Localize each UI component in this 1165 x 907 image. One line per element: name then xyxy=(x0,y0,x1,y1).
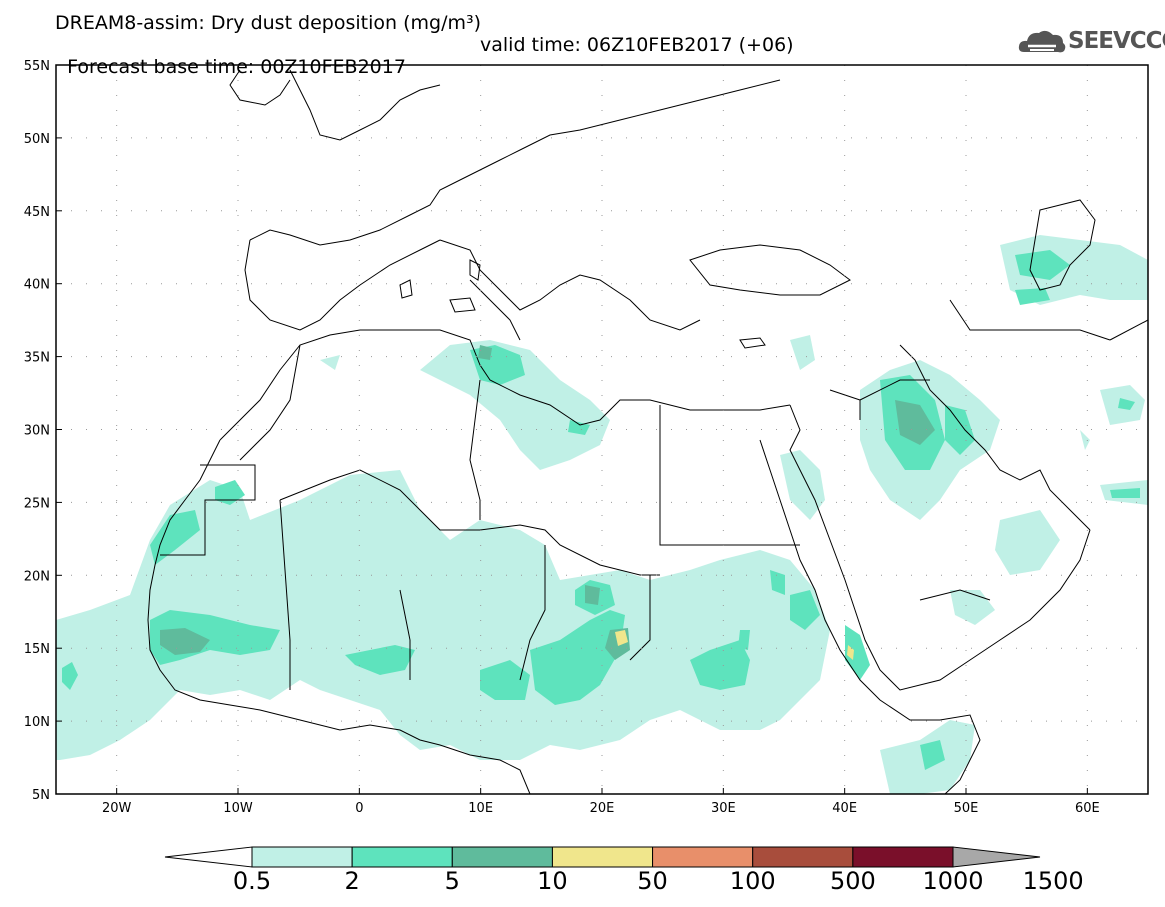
lat-tick-label: 15N xyxy=(24,642,50,657)
colorbar-tick-label: 50 xyxy=(637,867,668,895)
lon-tick-label: 10E xyxy=(468,801,493,816)
colorbar-box xyxy=(852,846,954,868)
longitude-axis: 20W 10W 0 10E 20E 30E 40E 50E 60E xyxy=(102,788,1100,816)
lat-tick-label: 35N xyxy=(24,351,50,366)
lon-tick-label: 60E xyxy=(1075,801,1100,816)
logo-text: SEEVCCC xyxy=(1068,28,1165,54)
colorbar-box xyxy=(752,846,854,868)
map-title: DREAM8-assim: Dry dust deposition (mg/m³… xyxy=(55,12,482,34)
colorbar-tick-label: 0.5 xyxy=(232,867,272,895)
lat-tick-label: 50N xyxy=(24,132,50,147)
lat-tick-label: 45N xyxy=(24,205,50,220)
colorbar-min-triangle xyxy=(164,846,253,868)
lon-tick-label: 0 xyxy=(355,801,363,816)
lon-tick-label: 20E xyxy=(590,801,615,816)
colorbar-box xyxy=(652,846,754,868)
lon-tick-label: 30E xyxy=(711,801,736,816)
dust-deposition-field xyxy=(56,235,1148,794)
colorbar-tick-label: 100 xyxy=(729,867,776,895)
colorbar-box xyxy=(351,846,453,868)
lat-tick-label: 10N xyxy=(24,715,50,730)
colorbar-box xyxy=(451,846,553,868)
lon-tick-label: 40E xyxy=(832,801,857,816)
colorbar-tick-label: 10 xyxy=(537,867,568,895)
colorbar-tick-label: 1000 xyxy=(922,867,984,895)
lat-tick-label: 20N xyxy=(24,569,50,584)
lon-tick-label: 20W xyxy=(102,801,132,816)
colorbar-box xyxy=(551,846,654,868)
lat-tick-label: 40N xyxy=(24,278,50,293)
latitude-axis: 55N 50N 45N 40N 35N 30N 25N 20N 15N 10N 5N xyxy=(24,59,62,803)
colorbar xyxy=(164,846,1041,868)
lat-tick-label: 5N xyxy=(32,788,50,803)
seevccc-logo: SEEVCCC xyxy=(1016,24,1165,60)
colorbar-tick-label: 500 xyxy=(829,867,876,895)
forecast-base-time: Forecast base time: 00Z10FEB2017 valid t… xyxy=(55,34,793,100)
colorbar-tick-label: 2 xyxy=(344,867,360,895)
coastlines-borders xyxy=(147,69,1148,794)
lat-tick-label: 55N xyxy=(24,59,50,74)
lat-tick-label: 30N xyxy=(24,424,50,439)
cloud-icon xyxy=(1018,30,1066,53)
base-time-label: Forecast base time: 00Z10FEB2017 xyxy=(67,56,406,78)
colorbar-box xyxy=(251,846,353,868)
lon-tick-label: 10W xyxy=(223,801,253,816)
colorbar-tick-label: 5 xyxy=(444,867,460,895)
colorbar-max-triangle xyxy=(952,846,1041,868)
lat-tick-label: 25N xyxy=(24,496,50,511)
valid-time-label: valid time: 06Z10FEB2017 (+06) xyxy=(480,34,794,56)
lon-tick-label: 50E xyxy=(954,801,979,816)
colorbar-tick-label: 1500 xyxy=(1022,867,1084,895)
